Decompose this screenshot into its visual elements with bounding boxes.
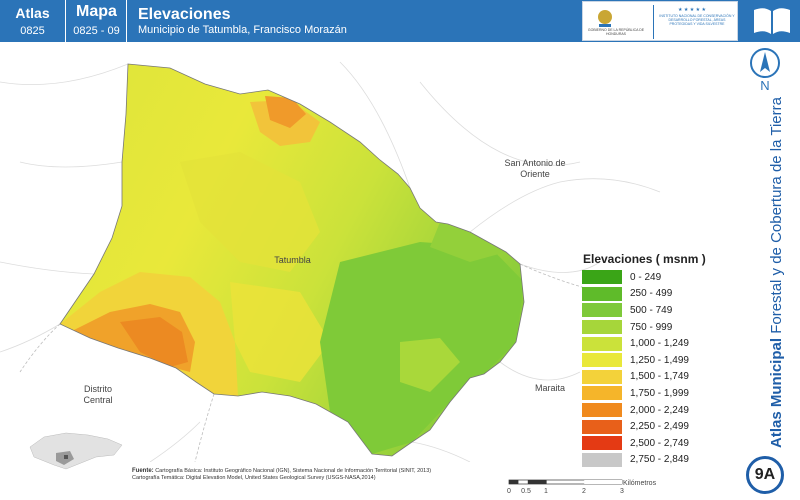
place-san-antonio: San Antonio de Oriente bbox=[504, 158, 566, 179]
legend-label: 250 - 499 bbox=[630, 288, 673, 300]
legend-item: 1,000 - 1,249 bbox=[582, 335, 689, 352]
legend-item: 1,250 - 1,499 bbox=[582, 352, 689, 369]
legend-item: 250 - 499 bbox=[582, 286, 689, 303]
legend-swatch bbox=[582, 419, 622, 434]
side-title-bold: Atlas Municipal bbox=[768, 337, 785, 448]
mapa-cell: Mapa 0825 - 09 bbox=[67, 0, 127, 42]
legend-swatch bbox=[582, 386, 622, 401]
legend-swatch bbox=[582, 403, 622, 418]
legend-swatch bbox=[582, 320, 622, 335]
atlas-number: 0825 bbox=[20, 25, 45, 37]
legend-item: 2,000 - 2,249 bbox=[582, 402, 689, 419]
legend-label: 500 - 749 bbox=[630, 304, 673, 316]
legend-swatch bbox=[582, 353, 622, 368]
municipality-elevation bbox=[60, 64, 524, 456]
north-arrow-icon bbox=[750, 48, 780, 78]
legend-swatch bbox=[582, 452, 622, 467]
place-tatumbla: Tatumbla bbox=[274, 255, 311, 265]
legend-swatch bbox=[582, 436, 622, 451]
legend-swatch bbox=[582, 336, 622, 351]
legend-item: 1,500 - 1,749 bbox=[582, 369, 689, 386]
side-title-rest: Forestal y de Cobertura de la Tierra bbox=[768, 97, 785, 338]
map-subtitle: Municipio de Tatumbla, Francisco Morazán bbox=[138, 24, 347, 36]
legend-label: 1,750 - 1,999 bbox=[630, 387, 689, 399]
source-label: Fuente: bbox=[132, 468, 154, 474]
scale-unit: Kilómetros bbox=[623, 480, 657, 487]
scale-tick-0: 0 bbox=[507, 488, 511, 495]
atlas-cell: Atlas 0825 bbox=[0, 0, 66, 42]
legend-swatch bbox=[582, 270, 622, 285]
source-note: Fuente: Cartografía Básica: Instituto Ge… bbox=[132, 468, 462, 482]
background-roads bbox=[0, 61, 661, 462]
legend-label: 2,500 - 2,749 bbox=[630, 437, 689, 449]
source-line2: Cartografía Temática: Digital Elevation … bbox=[132, 475, 376, 481]
legend-label: 1,250 - 1,499 bbox=[630, 354, 689, 366]
elevation-map bbox=[0, 61, 661, 462]
map-header: Atlas 0825 Mapa 0825 - 09 Elevaciones Mu… bbox=[0, 0, 800, 42]
legend-label: 0 - 249 bbox=[630, 271, 662, 283]
svg-text:★ ★ ★ ★ ★: ★ ★ ★ ★ ★ bbox=[678, 7, 706, 13]
legend-label: 2,750 - 2,849 bbox=[630, 454, 689, 466]
honduras-inset-map bbox=[29, 432, 123, 470]
legend-label: 1,000 - 1,249 bbox=[630, 338, 689, 350]
map-code-badge: 9A bbox=[746, 456, 784, 494]
legend-title: Elevaciones ( msnm ) bbox=[583, 252, 706, 266]
logo-left-text: GOBIERNO DE LA REPÚBLICA DE HONDURAS bbox=[587, 28, 645, 36]
place-maraita: Maraita bbox=[534, 383, 565, 393]
scale-tick-2: 2 bbox=[582, 488, 586, 495]
map-title: Elevaciones bbox=[138, 6, 231, 23]
mapa-label: Mapa bbox=[76, 3, 117, 20]
legend-swatch bbox=[582, 286, 622, 301]
institutional-logos: ★ ★ ★ ★ ★ GOBIERNO DE LA REPÚBLICA DE HO… bbox=[582, 1, 738, 41]
municipality-boundary bbox=[59, 63, 525, 457]
scale-tick-05: 0.5 bbox=[521, 488, 531, 495]
legend-swatch bbox=[582, 303, 622, 318]
legend-label: 2,250 - 2,499 bbox=[630, 421, 689, 433]
legend-item: 1,750 - 1,999 bbox=[582, 385, 689, 402]
source-line1: Cartografía Básica: Instituto Geográfico… bbox=[155, 468, 432, 474]
north-label: N bbox=[760, 78, 770, 93]
legend-item: 750 - 999 bbox=[582, 319, 689, 336]
mapa-number: 0825 - 09 bbox=[73, 25, 120, 37]
atlas-side-title: Atlas Municipal Forestal y de Cobertura … bbox=[768, 97, 785, 448]
atlas-label: Atlas bbox=[15, 5, 50, 21]
scale-bar: 0 0.5 1 2 3 Kilómetros bbox=[505, 477, 657, 499]
legend-item: 0 - 249 bbox=[582, 269, 689, 286]
legend-label: 1,500 - 1,749 bbox=[630, 371, 689, 383]
book-icon bbox=[754, 8, 790, 35]
logo-right-text: INSTITUTO NACIONAL DE CONSERVACIÓN Y DES… bbox=[659, 14, 735, 26]
scale-tick-1: 1 bbox=[544, 488, 548, 495]
scale-graphic bbox=[508, 479, 623, 485]
legend-item: 500 - 749 bbox=[582, 302, 689, 319]
scale-tick-3: 3 bbox=[620, 488, 624, 495]
legend-label: 2,000 - 2,249 bbox=[630, 404, 689, 416]
legend-label: 750 - 999 bbox=[630, 321, 673, 333]
legend-swatch bbox=[582, 369, 622, 384]
legend-item: 2,250 - 2,499 bbox=[582, 418, 689, 435]
elevation-legend: 0 - 249 250 - 499 500 - 749 750 - 999 1,000 … bbox=[582, 269, 689, 468]
legend-item: 2,750 - 2,849 bbox=[582, 452, 689, 469]
legend-item: 2,500 - 2,749 bbox=[582, 435, 689, 452]
logos-graphic: ★ ★ ★ ★ ★ bbox=[598, 5, 706, 39]
place-distrito-central: Distrito Central bbox=[83, 384, 113, 405]
